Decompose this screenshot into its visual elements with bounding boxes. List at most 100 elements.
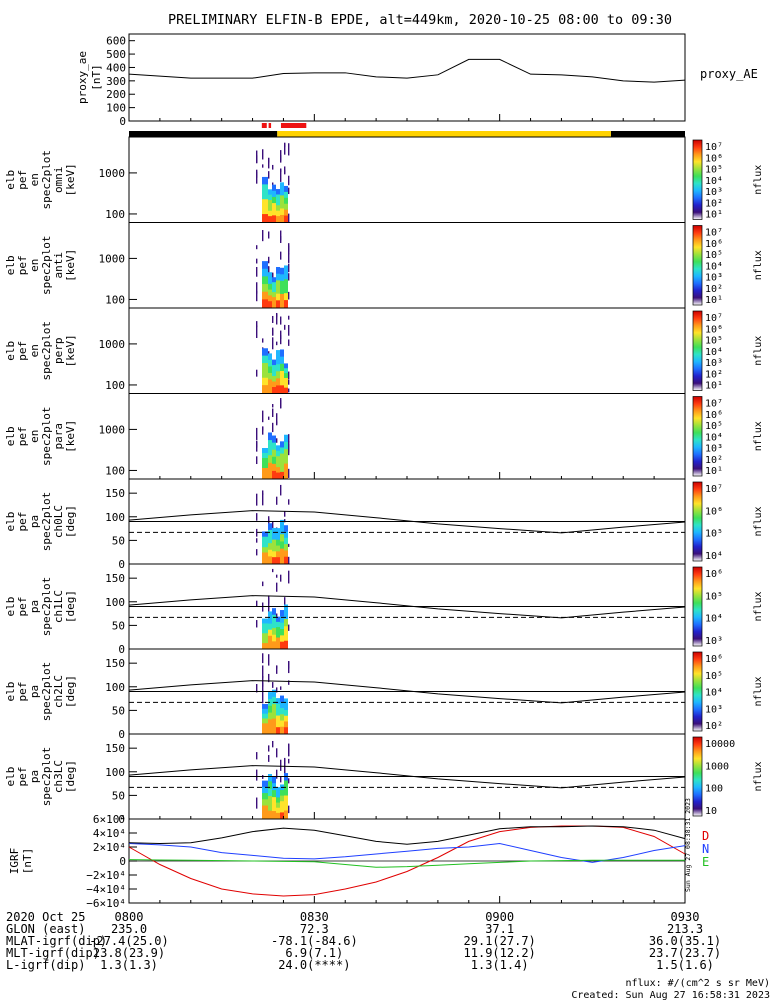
orbit-row-value: 23.7(23.7) xyxy=(649,946,721,960)
spectrogram-cell xyxy=(276,797,280,804)
spectrogram-speck xyxy=(280,686,282,690)
energy-ylabel-line: elb xyxy=(4,255,17,275)
colorbar xyxy=(692,310,703,391)
igrf-series-N xyxy=(128,842,686,863)
spectrogram-cell xyxy=(276,364,280,372)
pa-ytick-label: 100 xyxy=(105,681,125,694)
spectrogram-cell xyxy=(262,184,268,193)
spectrogram-cell xyxy=(272,215,276,222)
spectrogram-cell xyxy=(284,525,288,533)
spectrogram-cell xyxy=(272,449,276,458)
spectrogram-cell xyxy=(280,790,284,797)
energy-ylabel-line: elb xyxy=(4,426,17,446)
energy-ylabel-line: spec2plot xyxy=(40,150,53,210)
spectrogram-speck xyxy=(288,315,290,320)
spectrogram-cell xyxy=(272,442,276,451)
igrf-series-F xyxy=(128,825,686,845)
spectrogram-speck xyxy=(280,150,282,163)
footer: nflux: #/(cm^2 s sr MeV) Created: Sun Au… xyxy=(571,798,770,1000)
spectrogram-cell xyxy=(276,616,280,623)
spectrogram-cell xyxy=(268,189,272,196)
spectrogram-speck xyxy=(256,538,258,543)
spectrogram-cell xyxy=(280,287,284,295)
orbit-row-value: 213.3 xyxy=(667,922,703,936)
spectrogram-cell xyxy=(284,773,288,782)
pa-ylabel-line: pef xyxy=(16,597,29,617)
pa-loss-cone-line xyxy=(128,510,686,534)
energy-ytick-label: 1000 xyxy=(99,338,126,351)
orbit-row-value: 0900 xyxy=(485,910,514,924)
spectrogram-speck xyxy=(284,143,286,155)
pa-ylabel-line: [deg] xyxy=(64,590,77,623)
spectrogram-speck xyxy=(280,759,282,771)
spectrogram-cell xyxy=(262,786,268,794)
orbit-row-value: 23.8(23.9) xyxy=(93,946,165,960)
spectrogram-speck xyxy=(256,493,258,506)
colorbar-label: nflux xyxy=(753,761,764,791)
pa-ylabel-line: [deg] xyxy=(64,505,77,538)
energy-frame xyxy=(128,222,686,309)
spectrogram-cell xyxy=(284,556,288,564)
spectrogram-cell xyxy=(284,363,288,369)
spectrogram-cell xyxy=(272,203,276,210)
spectrogram-cell xyxy=(268,623,272,631)
spectrogram-cell xyxy=(284,626,288,635)
colorbar-tick-label: 10⁵ xyxy=(705,529,723,540)
spectrogram-cell xyxy=(276,802,280,809)
spectrogram-cell xyxy=(262,291,268,300)
spectrogram-speck xyxy=(280,484,282,496)
pa-ylabel-line: ch2LC xyxy=(52,675,65,708)
spectrogram-cell xyxy=(272,209,276,216)
spectrogram-speck xyxy=(288,805,290,814)
spectrogram-speck xyxy=(256,528,258,537)
spectrogram-cell xyxy=(280,527,284,535)
colorbar-tick-label: 1000 xyxy=(705,761,729,772)
orbit-row-value: 6.9(7.1) xyxy=(285,946,343,960)
spectrogram-cell xyxy=(276,205,280,212)
energy-ylabel-line: en xyxy=(28,430,41,443)
spectrogram-cell xyxy=(280,195,284,203)
time-stamp: Sun Aug 27 08:38:31 2023 xyxy=(684,798,692,892)
colorbar-tick-label: 10³ xyxy=(705,636,723,647)
spectrogram-speck xyxy=(288,339,290,346)
spectrogram-cell xyxy=(262,638,268,644)
spectrogram-cell xyxy=(276,371,280,379)
spectrogram-speck xyxy=(256,797,258,809)
orbit-row-label: MLAT-igrf(dip) xyxy=(6,934,107,948)
spectrogram-cell xyxy=(272,292,276,298)
spectrogram-cell xyxy=(272,527,276,535)
colorbar-tick-label: 10 xyxy=(705,806,717,817)
spectrogram-cell xyxy=(268,635,272,643)
orbit-row-value: 1.3(1.3) xyxy=(100,958,158,972)
colorbar-tick-label: 10⁴ xyxy=(705,261,723,272)
spectrogram-cell xyxy=(268,796,272,804)
spectrogram-cell xyxy=(280,385,284,393)
spectrogram-speck xyxy=(280,398,282,409)
spectrogram-speck xyxy=(280,169,282,182)
spectrogram-speck xyxy=(288,624,290,631)
spectrogram-cell xyxy=(284,698,288,705)
spectrogram-cell xyxy=(284,434,288,443)
spectrogram-cell xyxy=(276,698,280,705)
spectrogram-speck xyxy=(268,416,270,420)
pa-ytick-label: 150 xyxy=(105,572,125,585)
spectrogram-speck xyxy=(288,543,290,547)
spectrogram-cell xyxy=(272,539,276,546)
spectrogram-cell xyxy=(272,456,276,465)
spectrogram-speck xyxy=(288,245,290,252)
spectrogram-cell xyxy=(268,629,272,637)
spectrogram-cell xyxy=(276,727,280,734)
spectrogram-cell xyxy=(268,359,272,367)
spectrogram-cell xyxy=(272,545,276,552)
spectrogram-cell xyxy=(276,709,280,717)
spectrogram-cell xyxy=(276,637,280,644)
spectrogram-speck xyxy=(256,620,258,628)
spectrogram-cell xyxy=(268,543,272,551)
spectrogram-cell xyxy=(280,806,284,813)
spectrogram-cell xyxy=(276,461,280,468)
colorbar-tick-label: 10² xyxy=(705,455,723,466)
energy-ylabel-line: spec2plot xyxy=(40,235,53,295)
spectrogram-cell xyxy=(268,295,272,302)
spectrogram-cell xyxy=(280,720,284,728)
